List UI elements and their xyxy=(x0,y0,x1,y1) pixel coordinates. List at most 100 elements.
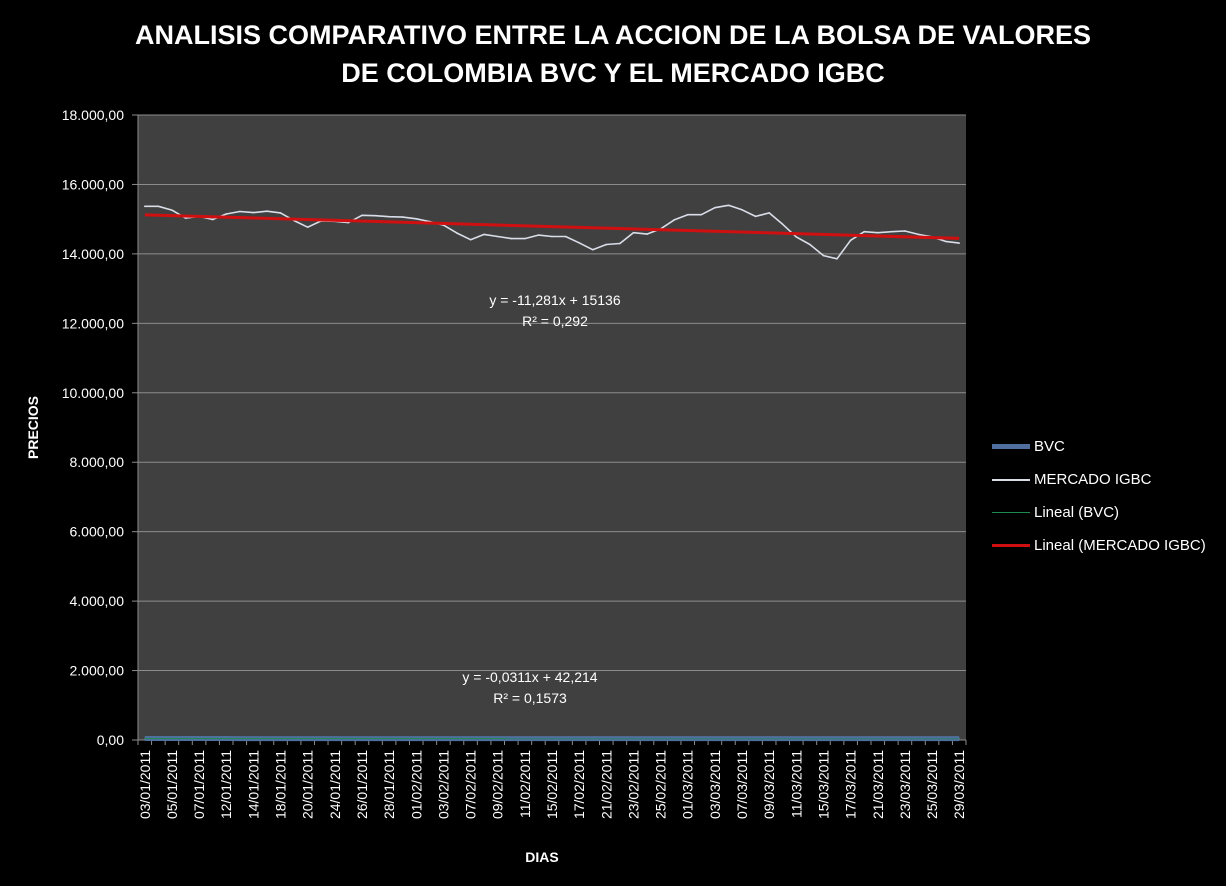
x-tick-label: 09/02/2011 xyxy=(490,750,506,819)
data-point xyxy=(225,213,228,215)
trendline-r2: R² = 0,1573 xyxy=(493,690,567,706)
chart-title-line-1: ANALISIS COMPARATIVO ENTRE LA ACCION DE … xyxy=(134,20,1092,50)
data-point xyxy=(686,213,689,216)
x-tick-label: 25/03/2011 xyxy=(924,750,940,819)
data-point xyxy=(184,217,187,219)
y-tick-label: 12.000,00 xyxy=(62,315,124,331)
data-point xyxy=(361,214,363,217)
series-layer xyxy=(143,204,961,742)
y-tick-label: 8.000,00 xyxy=(70,454,125,470)
legend-item-lineal-igbc: Lineal (MERCADO IGBC) xyxy=(992,529,1206,562)
x-tick-label: 21/03/2011 xyxy=(870,750,886,819)
data-point xyxy=(551,235,553,238)
trendline-equation: y = -0,0311x + 42,214 xyxy=(462,669,597,685)
x-tick-label: 07/02/2011 xyxy=(463,750,479,819)
x-axis-title: DIAS xyxy=(525,849,558,865)
data-point xyxy=(876,231,879,234)
x-tick-label: 05/01/2011 xyxy=(164,750,180,819)
x-tick-label: 23/02/2011 xyxy=(625,750,641,819)
y-tick-label: 4.000,00 xyxy=(70,593,125,609)
x-tick-label: 21/02/2011 xyxy=(598,750,614,819)
trendline-annotations: y = -0,0311x + 42,214 R² = 0,1573 y = -11,… xyxy=(462,292,620,706)
data-point xyxy=(347,221,350,224)
y-tick-label: 16.000,00 xyxy=(62,176,124,192)
data-point xyxy=(673,219,675,221)
y-tick-label: 14.000,00 xyxy=(62,246,124,262)
data-point xyxy=(591,248,594,251)
data-point xyxy=(917,233,920,236)
data-point xyxy=(279,212,282,214)
data-point xyxy=(374,214,377,217)
data-point xyxy=(415,218,418,220)
data-point xyxy=(619,242,621,245)
data-point xyxy=(306,226,309,228)
legend-label-lineal-bvc: Lineal (BVC) xyxy=(1034,504,1120,521)
x-tick-label: 03/01/2011 xyxy=(137,750,153,819)
data-point xyxy=(605,243,608,246)
data-point xyxy=(904,230,906,232)
x-tick-label: 20/01/2011 xyxy=(300,750,316,819)
legend-swatch-lineal-igbc xyxy=(992,544,1030,547)
data-point xyxy=(863,230,865,233)
trendline-lineal-mercado-igbc- xyxy=(144,213,960,240)
legend-item-igbc: MERCADO IGBC xyxy=(992,463,1206,496)
y-tick-label: 10.000,00 xyxy=(62,385,124,401)
x-tick-label: 09/03/2011 xyxy=(761,750,777,819)
legend-item-lineal-bvc: Lineal (BVC) xyxy=(992,496,1206,529)
data-point xyxy=(890,230,893,233)
legend-label-bvc: BVC xyxy=(1034,438,1065,455)
data-point xyxy=(496,235,499,238)
x-tick-label: 14/01/2011 xyxy=(245,750,261,819)
data-point xyxy=(849,239,852,242)
x-tick-label: 28/01/2011 xyxy=(381,750,397,819)
legend-swatch-bvc xyxy=(992,444,1030,449)
data-point xyxy=(727,204,730,207)
data-point xyxy=(239,210,241,213)
trendline-r2: R² = 0,292 xyxy=(522,313,588,329)
x-tick-label: 11/02/2011 xyxy=(517,750,533,818)
data-point xyxy=(266,210,268,212)
data-point xyxy=(456,232,458,234)
data-point xyxy=(401,216,404,218)
data-point xyxy=(700,213,703,216)
data-point xyxy=(483,233,485,236)
chart-title: ANALISIS COMPARATIVO ENTRE LA ACCION DE … xyxy=(0,16,1226,92)
data-point xyxy=(143,205,146,208)
x-tick-label: 15/02/2011 xyxy=(544,750,560,819)
x-tick-label: 11/03/2011 xyxy=(788,750,804,818)
trendline-equation: y = -11,281x + 15136 xyxy=(489,292,620,308)
x-tick-label: 01/03/2011 xyxy=(680,750,696,819)
data-point xyxy=(809,243,811,246)
data-point xyxy=(836,257,838,260)
legend: BVC MERCADO IGBC Lineal (BVC) Lineal (ME… xyxy=(992,430,1206,562)
x-tick-label: 29/03/2011 xyxy=(951,750,967,819)
data-point xyxy=(157,205,160,208)
data-point xyxy=(781,223,784,226)
data-point xyxy=(958,242,961,244)
data-point xyxy=(171,209,173,211)
x-tick-label: 15/03/2011 xyxy=(815,750,831,819)
x-tick-label: 26/01/2011 xyxy=(354,750,370,819)
y-tick-label: 18.000,00 xyxy=(62,107,124,123)
data-point xyxy=(822,254,825,257)
x-tick-label: 17/02/2011 xyxy=(571,750,587,819)
legend-swatch-igbc xyxy=(992,478,1030,481)
y-tick-label: 6.000,00 xyxy=(70,524,125,540)
y-tick-label: 2.000,00 xyxy=(70,663,125,679)
x-tick-label: 24/01/2011 xyxy=(327,750,343,819)
data-point xyxy=(578,241,580,244)
data-point xyxy=(510,237,513,240)
data-point xyxy=(537,234,540,236)
x-tick-label: 03/02/2011 xyxy=(435,750,451,819)
plot-area xyxy=(138,115,966,740)
x-tick-label: 23/03/2011 xyxy=(897,750,913,819)
x-tick-label: 18/01/2011 xyxy=(273,750,289,819)
x-tick-label: 25/02/2011 xyxy=(653,750,669,819)
y-tick-label: 0,00 xyxy=(97,732,124,748)
gridlines xyxy=(138,114,966,672)
data-point xyxy=(252,211,255,214)
x-tick-label: 12/01/2011 xyxy=(218,750,234,819)
data-point xyxy=(632,231,635,234)
data-point xyxy=(646,233,648,235)
